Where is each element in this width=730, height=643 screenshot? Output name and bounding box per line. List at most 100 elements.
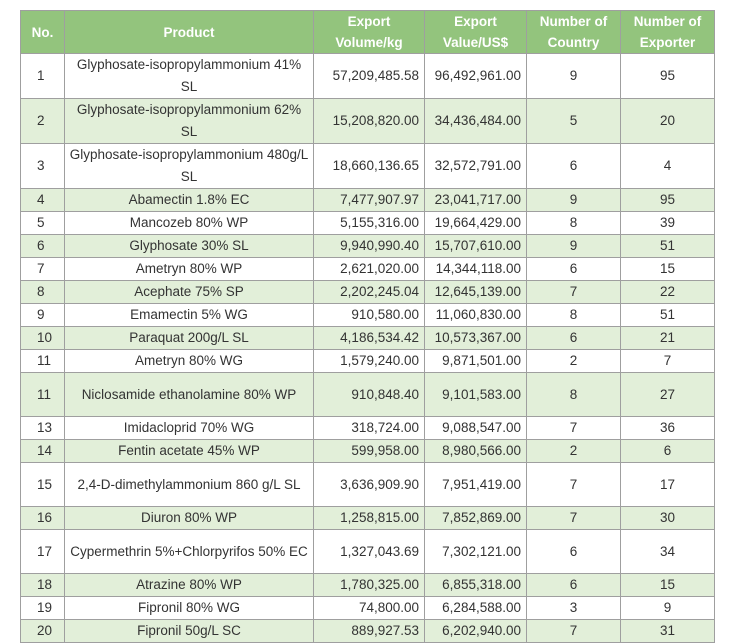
cell-export-volume: 1,258,815.00 (313, 506, 425, 530)
cell-no: 20 (20, 619, 65, 643)
cell-product: Acephate 75% SP (64, 280, 314, 304)
cell-number-of-exporter: 27 (620, 372, 715, 417)
header-export-value: Export Value/US$ (424, 10, 527, 54)
table-row: 14 Fentin acetate 45% WP 599,958.00 8,980,5… (20, 439, 715, 463)
cell-no: 16 (20, 506, 65, 530)
table-row: 1 Glyphosate-isopropylammonium 41% SL 57,2… (20, 53, 715, 99)
cell-number-of-exporter: 95 (620, 53, 715, 99)
cell-number-of-country: 3 (526, 596, 621, 620)
cell-no: 13 (20, 416, 65, 440)
cell-export-value: 10,573,367.00 (424, 326, 527, 350)
cell-product: Niclosamide ethanolamine 80% WP (64, 372, 314, 417)
cell-export-value: 6,284,588.00 (424, 596, 527, 620)
cell-product: 2,4-D-dimethylammonium 860 g/L SL (64, 462, 314, 507)
cell-number-of-exporter: 4 (620, 143, 715, 189)
cell-export-value: 7,951,419.00 (424, 462, 527, 507)
cell-no: 8 (20, 280, 65, 304)
cell-export-volume: 1,327,043.69 (313, 529, 425, 574)
cell-number-of-exporter: 15 (620, 573, 715, 597)
cell-export-volume: 57,209,485.58 (313, 53, 425, 99)
cell-no: 4 (20, 188, 65, 212)
cell-product: Imidacloprid 70% WG (64, 416, 314, 440)
cell-export-volume: 15,208,820.00 (313, 98, 425, 144)
cell-export-volume: 1,780,325.00 (313, 573, 425, 597)
table-header: No. Product Export Volume/kg Export Valu… (20, 10, 715, 54)
cell-no: 15 (20, 462, 65, 507)
cell-number-of-country: 6 (526, 257, 621, 281)
cell-export-value: 6,202,940.00 (424, 619, 527, 643)
header-export-volume: Export Volume/kg (313, 10, 425, 54)
cell-product: Abamectin 1.8% EC (64, 188, 314, 212)
cell-number-of-exporter: 51 (620, 303, 715, 327)
cell-export-value: 14,344,118.00 (424, 257, 527, 281)
cell-export-volume: 889,927.53 (313, 619, 425, 643)
table-row: 19 Fipronil 80% WG 74,800.00 6,284,588.00 3 9 (20, 596, 715, 620)
cell-no: 18 (20, 573, 65, 597)
table-row: 7 Ametryn 80% WP 2,621,020.00 14,344,118.00… (20, 257, 715, 281)
cell-number-of-country: 9 (526, 234, 621, 258)
cell-export-value: 15,707,610.00 (424, 234, 527, 258)
cell-product: Ametryn 80% WP (64, 257, 314, 281)
cell-product: Fipronil 50g/L SC (64, 619, 314, 643)
cell-export-value: 23,041,717.00 (424, 188, 527, 212)
cell-product: Cypermethrin 5%+Chlorpyrifos 50% EC (64, 529, 314, 574)
cell-product: Fentin acetate 45% WP (64, 439, 314, 463)
cell-product: Glyphosate-isopropylammonium 41% SL (64, 53, 314, 99)
cell-export-volume: 9,940,990.40 (313, 234, 425, 258)
cell-export-value: 9,871,501.00 (424, 349, 527, 373)
cell-number-of-exporter: 20 (620, 98, 715, 144)
table-body: 1 Glyphosate-isopropylammonium 41% SL 57,2… (20, 53, 715, 643)
cell-number-of-exporter: 51 (620, 234, 715, 258)
cell-number-of-country: 8 (526, 303, 621, 327)
table-container: No. Product Export Volume/kg Export Valu… (20, 10, 715, 643)
table-row: 2 Glyphosate-isopropylammonium 62% SL 15,2… (20, 98, 715, 144)
cell-export-volume: 910,848.40 (313, 372, 425, 417)
cell-no: 19 (20, 596, 65, 620)
cell-no: 1 (20, 53, 65, 99)
table-row: 11 Niclosamide ethanolamine 80% WP 910,848… (20, 372, 715, 417)
cell-export-value: 32,572,791.00 (424, 143, 527, 189)
cell-export-volume: 3,636,909.90 (313, 462, 425, 507)
cell-number-of-country: 7 (526, 506, 621, 530)
cell-export-value: 19,664,429.00 (424, 211, 527, 235)
cell-product: Mancozeb 80% WP (64, 211, 314, 235)
cell-product: Glyphosate 30% SL (64, 234, 314, 258)
cell-number-of-country: 6 (526, 573, 621, 597)
header-row: No. Product Export Volume/kg Export Valu… (20, 10, 715, 54)
cell-product: Atrazine 80% WP (64, 573, 314, 597)
cell-export-volume: 318,724.00 (313, 416, 425, 440)
cell-export-value: 12,645,139.00 (424, 280, 527, 304)
cell-no: 9 (20, 303, 65, 327)
cell-export-volume: 910,580.00 (313, 303, 425, 327)
cell-number-of-exporter: 36 (620, 416, 715, 440)
cell-export-value: 11,060,830.00 (424, 303, 527, 327)
cell-number-of-country: 6 (526, 529, 621, 574)
cell-no: 14 (20, 439, 65, 463)
cell-number-of-country: 7 (526, 280, 621, 304)
cell-product: Ametryn 80% WG (64, 349, 314, 373)
cell-product: Glyphosate-isopropylammonium 480g/L SL (64, 143, 314, 189)
table-row: 10 Paraquat 200g/L SL 4,186,534.42 10,573,3… (20, 326, 715, 350)
cell-export-value: 8,980,566.00 (424, 439, 527, 463)
cell-number-of-country: 9 (526, 188, 621, 212)
header-number-of-exporter: Number of Exporter (620, 10, 715, 54)
table-row: 17 Cypermethrin 5%+Chlorpyrifos 50% EC 1,3… (20, 529, 715, 574)
cell-product: Paraquat 200g/L SL (64, 326, 314, 350)
cell-export-volume: 599,958.00 (313, 439, 425, 463)
cell-export-volume: 74,800.00 (313, 596, 425, 620)
cell-export-value: 7,852,869.00 (424, 506, 527, 530)
cell-no: 17 (20, 529, 65, 574)
cell-number-of-exporter: 6 (620, 439, 715, 463)
cell-no: 5 (20, 211, 65, 235)
cell-number-of-exporter: 31 (620, 619, 715, 643)
table-row: 3 Glyphosate-isopropylammonium 480g/L SL 1… (20, 143, 715, 189)
cell-no: 7 (20, 257, 65, 281)
cell-export-value: 9,101,583.00 (424, 372, 527, 417)
cell-export-value: 96,492,961.00 (424, 53, 527, 99)
cell-export-volume: 4,186,534.42 (313, 326, 425, 350)
export-table: No. Product Export Volume/kg Export Valu… (20, 10, 715, 643)
cell-number-of-exporter: 22 (620, 280, 715, 304)
cell-number-of-country: 8 (526, 211, 621, 235)
cell-number-of-exporter: 9 (620, 596, 715, 620)
cell-export-volume: 2,202,245.04 (313, 280, 425, 304)
